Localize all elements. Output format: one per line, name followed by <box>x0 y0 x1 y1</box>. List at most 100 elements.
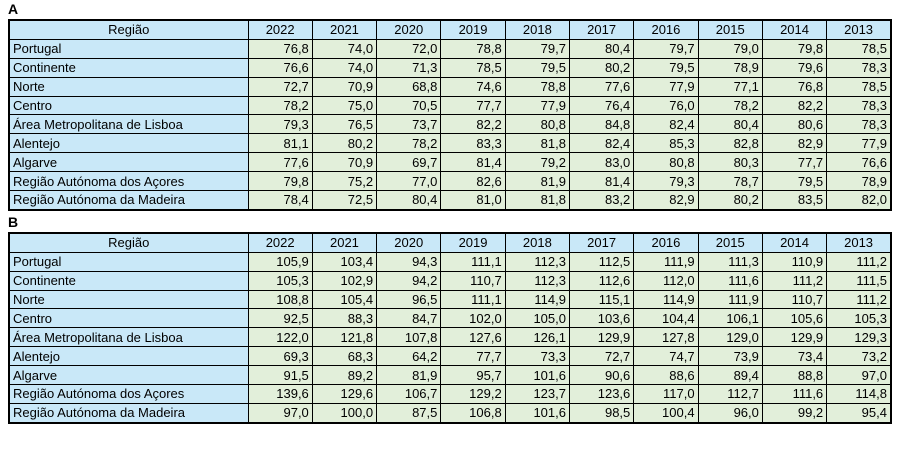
value-cell: 103,4 <box>311 251 378 272</box>
value-cell: 80,2 <box>697 190 763 211</box>
year-header-cell: 2017 <box>568 19 635 40</box>
year-header-cell: 2017 <box>568 232 635 253</box>
value-cell: 82,0 <box>826 190 892 211</box>
value-cell: 76,8 <box>247 38 313 59</box>
table-label-a: A <box>8 1 19 17</box>
value-cell: 76,4 <box>568 95 635 116</box>
data-table-b: Região 2022 2021 2020 2019 2018 2017 2016 2015 20… <box>8 231 892 424</box>
value-cell: 80,4 <box>376 190 442 211</box>
value-cell: 110,9 <box>761 251 828 272</box>
table-row: Alentejo 69,3 68,3 64,2 77,7 73,3 72,7 74,7 73,9… <box>8 346 892 367</box>
value-cell: 94,2 <box>376 270 442 291</box>
value-cell: 77,9 <box>826 133 892 154</box>
value-cell: 105,4 <box>311 289 378 310</box>
value-cell: 117,0 <box>633 384 699 404</box>
value-cell: 80,8 <box>504 114 570 135</box>
value-cell: 78,7 <box>697 171 763 192</box>
region-cell: Portugal <box>8 251 249 272</box>
value-cell: 115,1 <box>568 289 635 310</box>
value-cell: 78,2 <box>697 95 763 116</box>
value-cell: 79,5 <box>504 57 570 78</box>
value-cell: 80,6 <box>761 114 828 135</box>
value-cell: 96,5 <box>376 289 442 310</box>
value-cell: 112,7 <box>697 384 763 404</box>
value-cell: 111,2 <box>761 270 828 291</box>
value-cell: 82,4 <box>633 114 699 135</box>
region-header-cell: Região <box>8 19 249 40</box>
region-cell: Área Metropolitana de Lisboa <box>8 114 249 135</box>
value-cell: 81,8 <box>504 190 570 211</box>
value-cell: 80,4 <box>697 114 763 135</box>
region-cell: Norte <box>8 289 249 310</box>
value-cell: 114,8 <box>826 384 892 404</box>
value-cell: 110,7 <box>761 289 828 310</box>
value-cell: 70,5 <box>376 95 442 116</box>
value-cell: 78,4 <box>247 190 313 211</box>
value-cell: 88,8 <box>761 365 828 386</box>
region-cell: Algarve <box>8 365 249 386</box>
year-header-cell: 2021 <box>311 232 378 253</box>
value-cell: 81,9 <box>504 171 570 192</box>
value-cell: 72,7 <box>568 346 635 367</box>
value-cell: 92,5 <box>247 308 313 329</box>
table-row: Norte 108,8 105,4 96,5 111,1 114,9 115,1 114,9 1… <box>8 289 892 310</box>
value-cell: 129,0 <box>697 327 763 348</box>
value-cell: 73,2 <box>826 346 892 367</box>
value-cell: 73,3 <box>504 346 570 367</box>
value-cell: 127,8 <box>633 327 699 348</box>
value-cell: 69,7 <box>376 152 442 173</box>
value-cell: 105,6 <box>761 308 828 329</box>
value-cell: 73,9 <box>697 346 763 367</box>
value-cell: 91,5 <box>247 365 313 386</box>
table-row: Portugal 76,8 74,0 72,0 78,8 79,7 80,4 79,7 79,0… <box>8 38 892 59</box>
table-row: Centro 92,5 88,3 84,7 102,0 105,0 103,6 104,4 10… <box>8 308 892 329</box>
table-row: Região Autónoma dos Açores 79,8 75,2 77,0 82… <box>8 171 892 192</box>
value-cell: 111,3 <box>697 251 763 272</box>
value-cell: 81,4 <box>440 152 506 173</box>
value-cell: 77,9 <box>504 95 570 116</box>
value-cell: 78,3 <box>826 57 892 78</box>
region-cell: Centro <box>8 308 249 329</box>
value-cell: 75,0 <box>311 95 378 116</box>
year-header-cell: 2014 <box>761 232 828 253</box>
value-cell: 77,7 <box>440 346 506 367</box>
year-header-cell: 2014 <box>761 19 828 40</box>
value-cell: 77,7 <box>761 152 828 173</box>
region-cell: Região Autónoma da Madeira <box>8 402 249 424</box>
year-header-cell: 2019 <box>440 232 506 253</box>
region-cell: Região Autónoma dos Açores <box>8 171 249 192</box>
value-cell: 78,8 <box>504 76 570 97</box>
value-cell: 78,5 <box>826 76 892 97</box>
value-cell: 111,6 <box>761 384 828 404</box>
value-cell: 75,2 <box>311 171 378 192</box>
value-cell: 112,6 <box>568 270 635 291</box>
value-cell: 79,3 <box>247 114 313 135</box>
value-cell: 76,6 <box>826 152 892 173</box>
value-cell: 81,8 <box>504 133 570 154</box>
value-cell: 76,6 <box>247 57 313 78</box>
value-cell: 79,6 <box>761 57 828 78</box>
header-row: Região 2022 2021 2020 2019 2018 2017 2016 2015 20… <box>8 232 892 253</box>
value-cell: 105,0 <box>504 308 570 329</box>
value-cell: 72,7 <box>247 76 313 97</box>
value-cell: 81,1 <box>247 133 313 154</box>
value-cell: 100,0 <box>311 402 378 424</box>
year-header-cell: 2019 <box>440 19 506 40</box>
value-cell: 127,6 <box>440 327 506 348</box>
value-cell: 79,5 <box>761 171 828 192</box>
value-cell: 82,2 <box>761 95 828 116</box>
value-cell: 89,4 <box>697 365 763 386</box>
value-cell: 96,0 <box>697 402 763 424</box>
table-row: Continente 105,3 102,9 94,2 110,7 112,3 112,6 1… <box>8 270 892 291</box>
region-cell: Área Metropolitana de Lisboa <box>8 327 249 348</box>
table-row: Centro 78,2 75,0 70,5 77,7 77,9 76,4 76,0 78,2 82… <box>8 95 892 116</box>
value-cell: 78,9 <box>697 57 763 78</box>
value-cell: 83,0 <box>568 152 635 173</box>
value-cell: 88,3 <box>311 308 378 329</box>
value-cell: 101,6 <box>504 365 570 386</box>
value-cell: 77,6 <box>568 76 635 97</box>
value-cell: 102,9 <box>311 270 378 291</box>
year-header-cell: 2018 <box>504 19 570 40</box>
value-cell: 111,9 <box>633 251 699 272</box>
value-cell: 106,8 <box>440 402 506 424</box>
